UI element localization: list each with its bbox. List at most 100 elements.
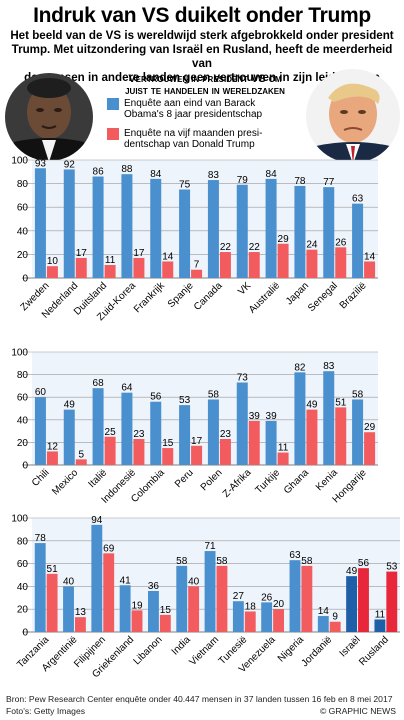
data-label-trump: 11 [278, 443, 289, 454]
legend-swatch-trump [107, 128, 119, 140]
bar-trump [46, 451, 58, 465]
bar-obama [265, 420, 277, 465]
data-label-obama: 49 [64, 400, 76, 411]
data-label-obama: 41 [120, 575, 132, 586]
data-label-obama: 84 [150, 169, 162, 180]
data-label-obama: 88 [121, 164, 133, 175]
data-label-trump: 20 [273, 599, 285, 610]
y-tick-label: 60 [17, 559, 29, 570]
subtitle-line: Het beeld van de VS is wereldwijd sterk … [10, 29, 394, 42]
page-title: Indruk van VS duikelt onder Trump [33, 4, 371, 27]
data-label-trump: 29 [278, 234, 290, 245]
bar-obama [236, 382, 248, 465]
y-tick-label: 40 [17, 226, 29, 237]
bar-trump [248, 420, 260, 465]
x-tick-label: Australië [247, 280, 283, 316]
data-label-obama: 39 [266, 411, 278, 422]
data-label-obama: 58 [352, 389, 364, 400]
legend-label-line: Enquête aan eind van Barack [124, 98, 256, 109]
x-tick-label: Turkije [253, 467, 282, 496]
data-label-obama: 64 [121, 383, 133, 394]
data-label-obama: 40 [63, 576, 75, 587]
data-label-obama: 78 [35, 533, 47, 544]
data-label-trump: 5 [78, 449, 84, 460]
bar-obama [179, 405, 191, 465]
data-label-trump: 51 [47, 564, 59, 575]
legend-label-line: dentschap van Donald Trump [124, 139, 255, 150]
data-label-obama: 27 [233, 591, 245, 602]
x-tick-label: Frankrijk [132, 280, 168, 316]
bar-trump [162, 261, 174, 278]
bar-obama [92, 176, 104, 278]
data-label-obama: 26 [261, 592, 273, 603]
bar-trump [191, 269, 203, 278]
legend-label-trump: Enquête na vijf maanden presi- dentschap… [124, 128, 262, 150]
bar-obama [352, 203, 364, 278]
bar-obama [119, 585, 131, 632]
bar-obama [91, 524, 103, 632]
bar-trump [301, 565, 313, 632]
x-tick-label: Peru [173, 467, 196, 490]
bar-trump [133, 257, 145, 278]
x-tick-label: Ghana [282, 467, 311, 496]
bar-obama [34, 168, 46, 278]
data-label-obama: 71 [204, 541, 216, 552]
data-label-trump: 25 [105, 427, 117, 438]
data-label-obama: 58 [176, 556, 188, 567]
y-tick-label: 100 [11, 514, 28, 525]
bar-trump [46, 266, 58, 278]
y-tick-label: 40 [17, 582, 29, 593]
data-label-obama: 92 [64, 159, 76, 170]
bar-trump [335, 407, 347, 465]
data-label-obama: 56 [150, 392, 162, 403]
x-tick-label: Libanon [132, 634, 165, 667]
y-tick-label: 80 [17, 536, 29, 547]
source-note: Bron: Pew Research Center enquête onder … [6, 694, 393, 704]
bar-obama [236, 184, 248, 278]
bar-trump [277, 452, 289, 465]
bar-obama [289, 560, 301, 632]
data-label-trump: 11 [105, 255, 116, 266]
data-label-obama: 79 [237, 175, 249, 186]
bar-trump [364, 261, 376, 278]
data-label-obama: 68 [93, 378, 105, 389]
bar-obama [261, 602, 273, 632]
y-tick-label: 0 [22, 628, 28, 639]
y-tick-label: 20 [17, 438, 29, 449]
x-tick-label: Japan [284, 280, 311, 307]
bar-obama [207, 180, 219, 278]
bar-obama [63, 409, 75, 465]
x-tick-label: Rusland [357, 634, 391, 668]
data-label-trump: 15 [162, 438, 174, 449]
data-label-trump: 49 [306, 400, 318, 411]
data-label-trump: 18 [245, 601, 257, 612]
data-label-obama: 63 [352, 194, 364, 205]
bar-obama [352, 399, 364, 465]
bar-obama [204, 551, 216, 632]
x-tick-label: Mexico [50, 467, 80, 497]
bar-obama [121, 174, 133, 278]
x-tick-label: Polen [199, 467, 225, 493]
data-label-trump: 51 [335, 397, 347, 408]
y-tick-label: 0 [22, 461, 28, 472]
legend-swatch-obama [107, 98, 119, 110]
page-subtitle: Het beeld van de VS is wereldwijd sterk … [6, 29, 398, 85]
data-label-trump: 9 [332, 612, 338, 623]
chart-panel [32, 160, 378, 278]
bar-trump [364, 432, 376, 465]
data-label-obama: 14 [318, 606, 330, 617]
data-label-trump: 40 [188, 576, 200, 587]
bar-obama [147, 590, 159, 632]
bar-trump [329, 621, 341, 632]
data-label-trump: 29 [364, 422, 376, 433]
legend-label-line: Enquête na vijf maanden presi- [124, 128, 263, 139]
data-label-trump: 58 [216, 556, 228, 567]
y-tick-label: 80 [17, 370, 29, 381]
data-label-trump: 23 [220, 429, 232, 440]
data-label-obama: 83 [208, 170, 220, 181]
bar-obama [346, 576, 358, 632]
x-tick-label: Senegal [306, 280, 340, 314]
bar-obama [323, 187, 335, 278]
data-label-obama: 63 [289, 550, 301, 561]
bar-obama [63, 169, 75, 278]
